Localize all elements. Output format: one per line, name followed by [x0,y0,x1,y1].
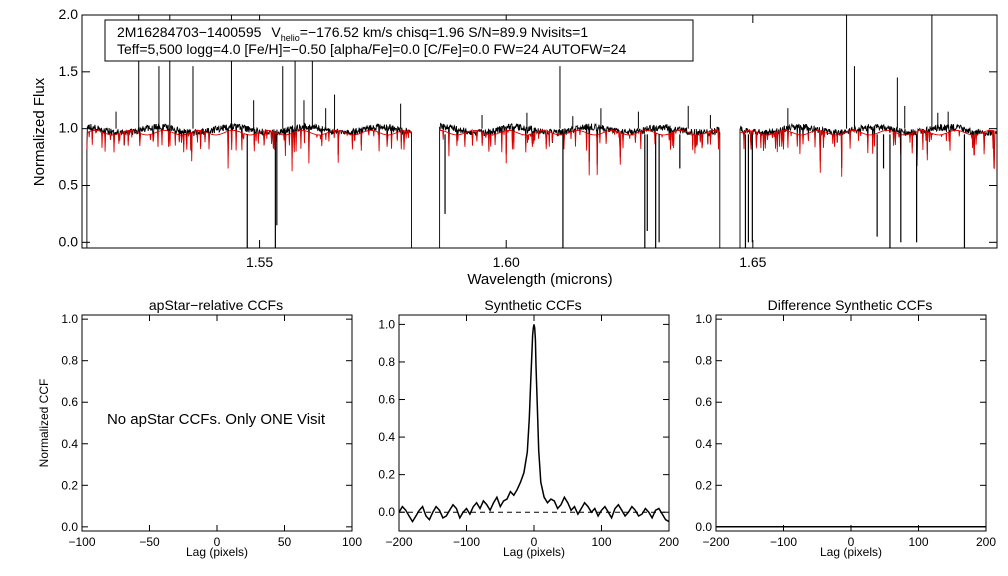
y-tick-label: 0.6 [61,395,78,409]
synthetic-spectrum-line [86,129,412,172]
x-tick-label: 100 [908,535,928,549]
difference-ccf-frame [715,314,987,532]
y-tick-label: 0.2 [695,478,712,492]
y-tick-label: 0.4 [378,430,395,444]
y-tick-label: 0.0 [59,233,79,249]
y-tick-label: 0.8 [378,355,395,369]
x-tick-label: 100 [342,535,362,549]
y-tick-label: 0.0 [378,505,395,519]
x-tick-label: −100 [453,535,480,549]
x-tick-label: −200 [385,535,412,549]
synthetic-spectrum-line [439,129,720,176]
star-id: 2M16284703−1400595 [117,24,262,40]
y-tick-label: 0.4 [61,437,78,451]
synthetic-ccf-frame [398,314,670,532]
y-tick-label: 0.0 [61,520,78,534]
y-tick-label: 1.0 [378,317,395,331]
y-tick-label: 0.0 [695,520,712,534]
apstar-ccf-x-axis-title: Lag (pixels) [186,545,248,559]
y-tick-label: 1.5 [59,63,79,79]
synthetic-ccf-panel: Synthetic CCFs −200 −100 0 100 200 0.0 0.2 0.4 0… [378,297,679,559]
y-tick-label: 1.0 [695,312,712,326]
x-tick-label: 1.65 [739,254,766,270]
y-tick-label: 2.0 [59,6,79,22]
x-tick-label: −100 [68,535,95,549]
spectrum-y-axis-title: Normalized Flux [31,77,48,186]
synthetic-ccf-plot-area [398,324,670,524]
y-tick-label: 0.8 [695,354,712,368]
vhelio-subscript: helio [281,33,300,43]
y-tick-label: 0.2 [378,468,395,482]
x-tick-label: 50 [278,535,292,549]
x-tick-label: 100 [591,535,611,549]
synthetic-ccf-line [398,324,670,524]
synthetic-ccf-title: Synthetic CCFs [484,297,581,313]
x-tick-label: 200 [976,535,996,549]
spectrum-ticks: 1.55 1.60 1.65 0.0 0.5 1.0 1.5 2.0 [59,6,997,270]
difference-ccf-x-axis-title: Lag (pixels) [820,545,882,559]
observed-spectrum-line [739,122,998,248]
x-tick-label: 0 [531,535,538,549]
x-tick-label: 1.55 [246,254,273,270]
info-line-2: Teff=5,500 logg=4.0 [Fe/H]=−0.50 [alpha/… [117,41,626,57]
vhelio-and-stats: =−176.52 km/s chisq=1.96 S/N=89.9 Nvisit… [300,24,589,40]
x-tick-label: −100 [770,535,797,549]
difference-ccf-title: Difference Synthetic CCFs [768,297,933,313]
vhelio-symbol: V [271,24,281,40]
x-tick-label: 200 [659,535,679,549]
synthetic-spectrum-line [739,129,998,177]
spectrum-x-axis-title: Wavelength (microns) [467,271,612,288]
y-tick-label: 0.4 [695,437,712,451]
x-tick-label: 1.60 [493,254,520,270]
spectrum-panel: 1.55 1.60 1.65 0.0 0.5 1.0 1.5 2.0 2M16284703−1… [31,6,998,288]
x-tick-label: −50 [139,535,160,549]
observed-spectrum-line [86,122,412,248]
y-tick-label: 1.0 [59,120,79,136]
y-tick-label: 0.8 [61,354,78,368]
y-tick-label: 0.6 [378,393,395,407]
spectrum-plot-area [86,15,998,248]
difference-ccf-panel: Difference Synthetic CCFs −200 −100 0 100 20… [695,297,996,559]
synthetic-ccf-x-axis-title: Lag (pixels) [503,545,565,559]
y-tick-label: 1.0 [61,312,78,326]
y-tick-label: 0.5 [59,176,79,192]
difference-ccf-ticks: −200 −100 0 100 200 0.0 0.2 0.4 0.6 0.8 1.0 [695,312,996,549]
apstar-ccf-ticks: −100 −50 0 50 100 0.0 0.2 0.4 0.6 0.8 1.0 [61,312,362,549]
info-line-1: 2M16284703−1400595 Vhelio=−176.52 km/s ch… [117,24,588,43]
x-tick-label: −200 [702,535,729,549]
y-tick-label: 0.6 [695,395,712,409]
no-ccf-message: No apStar CCFs. Only ONE Visit [107,411,326,428]
x-tick-label: 0 [848,535,855,549]
apstar-ccf-title: apStar−relative CCFs [149,297,283,313]
observed-spectrum-line [439,122,721,248]
y-tick-label: 0.2 [61,478,78,492]
apstar-ccf-y-axis-title: Normalized CCF [37,379,51,468]
info-box [104,19,694,62]
apstar-ccf-frame [81,314,353,532]
apstar-ccf-panel: apStar−relative CCFs −100 −50 0 50 100 0.0 0.2… [37,297,362,559]
x-tick-label: 0 [214,535,221,549]
spectrum-frame [81,14,998,249]
